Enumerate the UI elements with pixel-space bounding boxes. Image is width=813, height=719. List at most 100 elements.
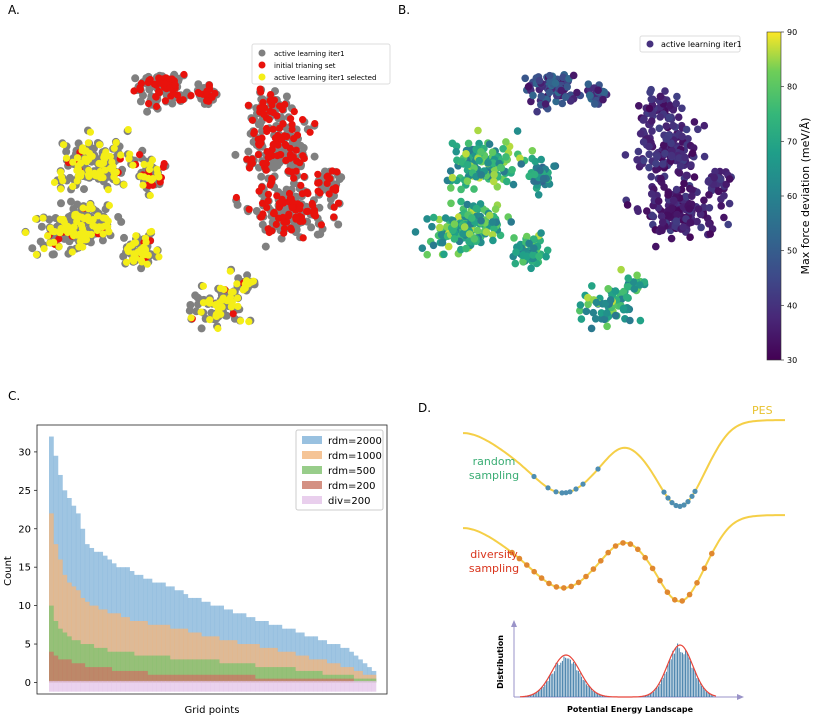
scatter-b-point xyxy=(472,204,481,213)
scatter-a-point-yellow xyxy=(146,228,154,236)
scatter-b-point xyxy=(673,210,681,219)
hist-bar-rdm-1000 xyxy=(147,624,153,683)
hist-bar-rdm-200 xyxy=(107,667,113,683)
scatter-b-point xyxy=(573,88,581,97)
scatter-a-point-red xyxy=(232,193,240,202)
hist-bar-rdm-200 xyxy=(237,674,242,683)
scatter-a-point-gray xyxy=(37,222,46,231)
scatter-a-point-red xyxy=(262,166,270,174)
hist-bar-div-200 xyxy=(264,680,269,692)
scatter-b-point xyxy=(662,135,670,143)
hist-bar-rdm-200 xyxy=(111,670,117,683)
scatter-b-point xyxy=(720,213,728,222)
scatter-a-point-gray xyxy=(193,293,202,302)
scatter-a-point-gray xyxy=(28,244,37,253)
hist-bar-rdm-200 xyxy=(156,674,162,683)
hist-bar-rdm-200 xyxy=(281,678,287,683)
scatter-b-point xyxy=(485,211,494,220)
scatter-a-point-yellow xyxy=(233,294,242,302)
hist-bar-rdm-1000 xyxy=(187,632,193,683)
hist-bar-rdm-200 xyxy=(196,674,202,683)
hist-bar-rdm-1000 xyxy=(313,659,319,683)
hist-bar-rdm-1000 xyxy=(178,628,184,683)
hist-bar-rdm-200 xyxy=(183,674,189,683)
diversity-sample-point xyxy=(546,580,552,587)
hist-bar-rdm-500 xyxy=(268,667,274,683)
scatter-a-point-red xyxy=(208,93,216,101)
hist-bar-div-200 xyxy=(160,680,166,692)
scatter-b-point xyxy=(660,183,668,191)
hist-bar-div-200 xyxy=(223,680,229,692)
scatter-a-point-yellow xyxy=(68,248,76,256)
hist-bar-rdm-1000 xyxy=(299,655,305,683)
diversity-sample-point xyxy=(642,554,648,561)
random-sample-point xyxy=(531,473,537,480)
hist-bar-rdm-1000 xyxy=(308,659,314,683)
hist-bar-rdm-1000 xyxy=(165,624,171,683)
scatter-a-point-gray xyxy=(243,271,252,280)
scatter-a-point-yellow xyxy=(122,258,131,266)
scatter-b-point xyxy=(720,192,728,200)
scatter-a-point-yellow xyxy=(237,317,245,325)
hist-bar-rdm-500 xyxy=(237,663,242,683)
scatter-b-point xyxy=(629,278,638,286)
hist-bar-rdm-200 xyxy=(299,678,305,683)
diversity-sample-point xyxy=(538,575,545,581)
scatter-a-point-yellow xyxy=(120,181,128,189)
scatter-b-point xyxy=(488,218,497,226)
hist-legend-swatch xyxy=(302,481,322,489)
scatter-a-point-gray xyxy=(120,233,128,242)
scatter-b-point xyxy=(558,99,567,108)
hist-bar-rdm-1000 xyxy=(304,655,310,683)
scatter-b-point xyxy=(552,97,560,106)
scatter-b-point xyxy=(647,117,656,125)
scatter-b-point xyxy=(724,220,732,229)
hist-bar-rdm-200 xyxy=(214,674,220,683)
scatter-a-point-yellow xyxy=(79,243,87,251)
scatter-a-point-red xyxy=(255,141,263,149)
scatter-a-point-red xyxy=(260,110,268,118)
hist-bar-rdm-200 xyxy=(344,678,350,683)
scatter-b-point xyxy=(438,238,447,247)
hist-bar-rdm-200 xyxy=(268,678,274,683)
scatter-b-point xyxy=(460,223,469,231)
scatter-a-point-yellow xyxy=(104,186,112,194)
diversity-sample-point xyxy=(553,584,560,590)
scatter-b-point xyxy=(675,154,684,162)
scatter-a-point-red xyxy=(330,213,338,221)
scatter-a-point-red xyxy=(287,224,295,232)
scatter-b-point xyxy=(647,95,656,104)
hist-bar-rdm-1000 xyxy=(259,647,265,683)
hist-bar-rdm-1000 xyxy=(53,544,59,683)
hist-bar-div-200 xyxy=(349,680,354,692)
scatter-b-point xyxy=(450,235,459,243)
hist-bar-rdm-200 xyxy=(160,674,166,683)
hist-bar-rdm-200 xyxy=(349,678,354,683)
scatter-b-point xyxy=(636,316,645,325)
hist-bar-div-200 xyxy=(84,680,90,692)
scatter-b-point xyxy=(585,91,594,100)
scatter-b-point xyxy=(681,153,689,162)
scatter-a-point-gray xyxy=(310,152,319,161)
scatter-b-point xyxy=(606,296,615,304)
scatter-b-point xyxy=(658,226,666,235)
scatter-a-point-gray xyxy=(139,91,147,100)
hist-ytick-label: 5 xyxy=(25,640,31,651)
scatter-a-point-red xyxy=(289,153,297,161)
pes-label: PES xyxy=(752,404,773,417)
scatter-b-point xyxy=(521,74,529,83)
hist-bar-div-200 xyxy=(313,680,319,692)
hist-bar-div-200 xyxy=(178,680,184,692)
scatter-b-point xyxy=(669,196,678,205)
scatter-b-point xyxy=(519,257,527,266)
diversity-sampling-label-1: diversity xyxy=(470,548,518,561)
scatter-b-point xyxy=(679,223,687,231)
scatter-b-point xyxy=(489,177,498,186)
scatter-a-point-yellow xyxy=(145,165,154,174)
scatter-b-point xyxy=(473,226,482,235)
scatter-b-point xyxy=(680,179,688,188)
hist-bar-rdm-500 xyxy=(174,659,180,683)
scatter-b-point xyxy=(673,92,681,101)
hist-bar-div-200 xyxy=(62,680,68,692)
scatter-b-point xyxy=(462,150,470,158)
